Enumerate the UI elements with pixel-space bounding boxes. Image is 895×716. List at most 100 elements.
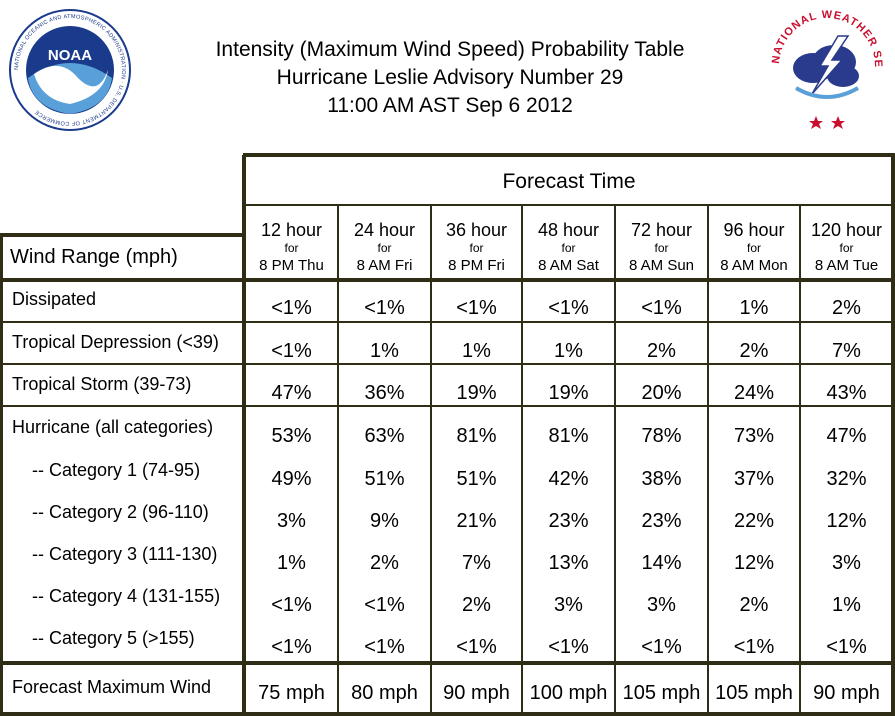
probability-cell: 37% (733, 468, 775, 490)
probability-cell: 7% (832, 340, 861, 362)
column-time-label: 8 AM Fri (356, 257, 413, 274)
forecast-max-cell: 100 mph (529, 682, 608, 704)
probability-cell: <1% (456, 297, 497, 319)
row-label: -- Category 1 (74-95) (32, 460, 201, 480)
header-left-border (242, 155, 246, 714)
probability-cell: 21% (456, 510, 497, 532)
probability-cell: 1% (277, 552, 306, 574)
column-separator (337, 205, 339, 714)
noaa-logo: NOAA NATIONAL OCEANIC AND ATMOSPHERIC AD… (9, 9, 131, 131)
title-line-2: Hurricane Leslie Advisory Number 29 (276, 66, 624, 89)
probability-cell: 23% (641, 510, 682, 532)
probability-cell: <1% (271, 636, 312, 658)
probability-cell: 49% (271, 468, 312, 490)
column-hour-label: 120 hour (810, 220, 883, 240)
row-label: -- Category 2 (96-110) (32, 502, 209, 522)
forecast-time-label: Forecast Time (502, 170, 636, 193)
probability-cell: 2% (739, 340, 769, 362)
probability-cell: 1% (370, 340, 399, 362)
row-label: -- Category 4 (131-155) (32, 586, 221, 606)
row-rule (0, 363, 895, 365)
probability-cell: 43% (826, 382, 867, 404)
probability-cell: 12% (733, 552, 775, 574)
probability-cell: 19% (456, 382, 497, 404)
probability-cell: 9% (370, 510, 399, 532)
column-for-label: for (284, 241, 299, 255)
probability-cell: 51% (364, 468, 405, 490)
probability-cell: 3% (277, 510, 306, 532)
row-label: Hurricane (all categories) (12, 417, 214, 437)
probability-cell: 22% (733, 510, 775, 532)
column-separator (799, 205, 801, 714)
probability-cell: <1% (733, 636, 775, 658)
column-time-label: 8 AM Sun (628, 257, 695, 274)
column-hour-label: 72 hour (630, 220, 693, 240)
column-hour-label: 96 hour (723, 220, 785, 240)
probability-cell: 14% (641, 552, 682, 574)
wind-range-top-border (0, 233, 245, 237)
probability-cell: 47% (271, 382, 312, 404)
column-for-label: for (469, 241, 484, 255)
probability-cell: 1% (462, 340, 491, 362)
column-hour-label: 24 hour (353, 220, 416, 240)
probability-cell: <1% (271, 340, 312, 362)
table-right-border (891, 155, 895, 714)
forecast-time-rule (245, 204, 895, 206)
probability-cell: <1% (641, 297, 682, 319)
probability-cell: 51% (456, 468, 497, 490)
column-hour-label: 48 hour (537, 220, 600, 240)
noaa-logo-text: NOAA (48, 47, 92, 64)
row-label: Dissipated (12, 289, 97, 309)
probability-cell: 13% (548, 552, 589, 574)
title-line-3: 11:00 AM AST Sep 6 2012 (327, 94, 573, 117)
probability-cell: 81% (548, 425, 589, 447)
column-hour-label: 36 hour (445, 220, 508, 240)
column-for-label: for (654, 241, 669, 255)
probability-cell: 81% (456, 425, 497, 447)
column-time-label: 8 AM Mon (720, 257, 788, 274)
row-label: Tropical Storm (39-73) (12, 374, 192, 394)
column-for-label: for (377, 241, 392, 255)
probability-cell: 32% (826, 468, 867, 490)
probability-cell: 20% (641, 382, 682, 404)
probability-cell: <1% (826, 636, 867, 658)
probability-cell: 24% (733, 382, 775, 404)
probability-cell: 2% (462, 594, 491, 616)
probability-cell: 2% (832, 297, 861, 319)
probability-cell: <1% (548, 636, 589, 658)
probability-cell: <1% (364, 636, 405, 658)
probability-cell: 2% (647, 340, 676, 362)
probability-cell: 1% (554, 340, 583, 362)
probability-cell: 73% (733, 425, 775, 447)
row-rule (0, 405, 895, 407)
probability-cell: 2% (739, 594, 769, 616)
forecast-max-cell: 90 mph (813, 682, 880, 704)
row-label: -- Category 5 (>155) (32, 628, 195, 648)
column-time-label: 8 AM Sat (538, 257, 599, 274)
forecast-max-rule (0, 661, 895, 665)
column-for-label: for (839, 241, 854, 255)
probability-cell: 3% (832, 552, 861, 574)
probability-cell: 12% (826, 510, 867, 532)
column-separator (521, 205, 523, 714)
probability-cell: 1% (739, 297, 769, 319)
column-for-label: for (746, 241, 761, 255)
forecast-max-cell: 105 mph (715, 682, 793, 704)
page-title: Intensity (Maximum Wind Speed) Probabili… (140, 36, 760, 120)
column-time-label: 8 AM Tue (814, 257, 879, 274)
probability-cell: <1% (641, 636, 682, 658)
probability-cell: 47% (826, 425, 867, 447)
column-hour-label: 12 hour (260, 220, 323, 240)
column-separator (430, 205, 432, 714)
forecast-max-cell: 90 mph (443, 682, 510, 704)
probability-cell: <1% (271, 594, 312, 616)
probability-cell: <1% (548, 297, 589, 319)
probability-cell: 7% (462, 552, 491, 574)
probability-cell: 53% (271, 425, 312, 447)
title-line-1: Intensity (Maximum Wind Speed) Probabili… (215, 38, 685, 61)
row-label: Tropical Depression (<39) (12, 332, 219, 352)
probability-cell: 63% (364, 425, 405, 447)
probability-cell: 1% (832, 594, 861, 616)
forecast-max-label: Forecast Maximum Wind (12, 677, 212, 697)
table-bottom-border (0, 712, 895, 716)
